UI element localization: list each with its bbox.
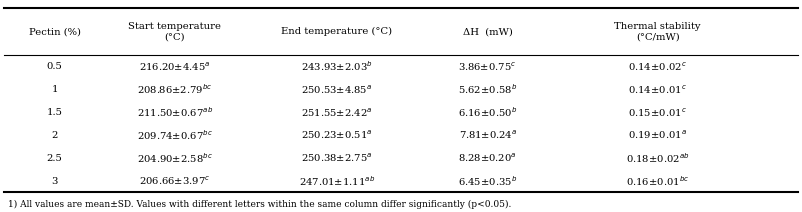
Text: 5.62±0.58$^{b}$: 5.62±0.58$^{b}$ [458,82,517,96]
Text: 250.38±2.75$^{a}$: 250.38±2.75$^{a}$ [301,152,373,164]
Text: 0.5: 0.5 [47,62,63,71]
Text: 243.93±2.03$^{b}$: 243.93±2.03$^{b}$ [301,60,373,74]
Text: 211.50±0.67$^{ab}$: 211.50±0.67$^{ab}$ [137,105,213,119]
Text: 0.18±0.02$^{ab}$: 0.18±0.02$^{ab}$ [626,151,690,165]
Text: 0.14±0.02$^{c}$: 0.14±0.02$^{c}$ [628,60,687,73]
Text: Pectin (%): Pectin (%) [29,27,80,36]
Text: 206.66±3.97$^{c}$: 206.66±3.97$^{c}$ [140,175,210,187]
Text: 6.16±0.50$^{b}$: 6.16±0.50$^{b}$ [458,105,517,119]
Text: 3.86±0.75$^{c}$: 3.86±0.75$^{c}$ [459,60,516,73]
Text: 2.5: 2.5 [47,154,63,163]
Text: 247.01±1.11$^{ab}$: 247.01±1.11$^{ab}$ [299,174,375,188]
Text: 3: 3 [51,177,58,186]
Text: Thermal stability
(°C/mW): Thermal stability (°C/mW) [614,22,701,42]
Text: 2: 2 [51,131,58,140]
Text: 250.23±0.51$^{a}$: 250.23±0.51$^{a}$ [302,129,372,141]
Text: 0.14±0.01$^{c}$: 0.14±0.01$^{c}$ [628,83,687,96]
Text: 251.55±2.42$^{a}$: 251.55±2.42$^{a}$ [301,106,373,119]
Text: ΔH  (mW): ΔH (mW) [463,27,512,36]
Text: 250.53±4.85$^{a}$: 250.53±4.85$^{a}$ [302,83,372,96]
Text: Start temperature
(°C): Start temperature (°C) [128,22,221,42]
Text: 0.16±0.01$^{bc}$: 0.16±0.01$^{bc}$ [626,174,689,188]
Text: 7.81±0.24$^{a}$: 7.81±0.24$^{a}$ [459,129,516,141]
Text: 1) All values are mean±SD. Values with different letters within the same column : 1) All values are mean±SD. Values with d… [8,199,512,209]
Text: 8.28±0.20$^{a}$: 8.28±0.20$^{a}$ [459,152,516,164]
Text: 0.15±0.01$^{c}$: 0.15±0.01$^{c}$ [628,106,687,119]
Text: 208.86±2.79$^{bc}$: 208.86±2.79$^{bc}$ [137,82,213,96]
Text: 6.45±0.35$^{b}$: 6.45±0.35$^{b}$ [458,174,517,188]
Text: 1.5: 1.5 [47,108,63,117]
Text: 209.74±0.67$^{bc}$: 209.74±0.67$^{bc}$ [137,128,213,142]
Text: 0.19±0.01$^{a}$: 0.19±0.01$^{a}$ [628,129,687,141]
Text: 204.90±2.58$^{bc}$: 204.90±2.58$^{bc}$ [137,151,213,165]
Text: 216.20±4.45$^{a}$: 216.20±4.45$^{a}$ [140,60,210,73]
Text: End temperature (°C): End temperature (°C) [282,27,392,36]
Text: 1: 1 [51,85,58,94]
